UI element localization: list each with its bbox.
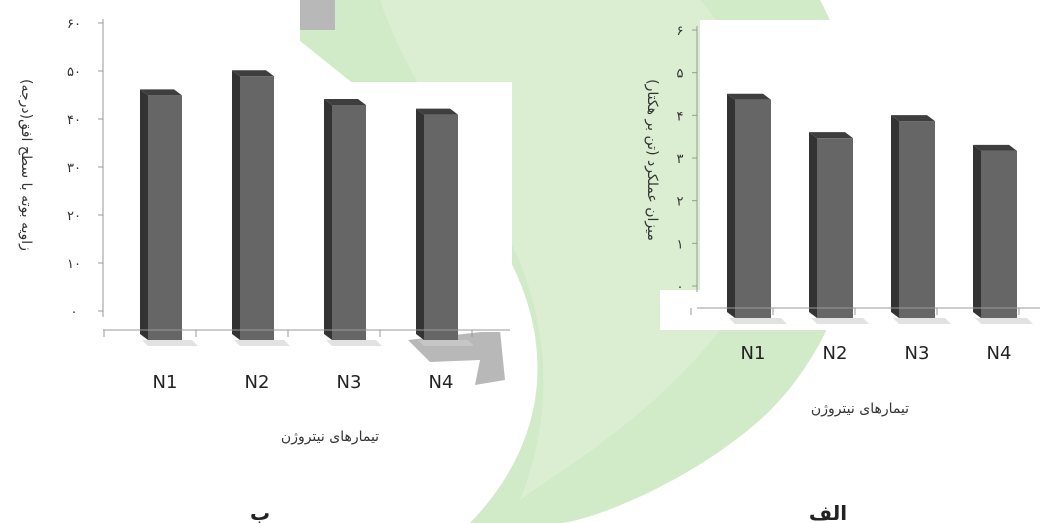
- bar: [332, 105, 366, 340]
- x-category-label: N1: [153, 372, 178, 393]
- bar: [148, 95, 182, 341]
- y-axis-title: زاویه بوته با سطح افق(درجه): [18, 79, 34, 251]
- bar-side: [727, 93, 735, 318]
- x-category-label: N2: [245, 372, 270, 393]
- bar-shadow: [811, 318, 869, 324]
- y-tick-label: ۵۰: [67, 65, 81, 80]
- bar-shadow: [418, 340, 474, 346]
- bar-top: [891, 115, 935, 122]
- x-category-label: N4: [987, 343, 1012, 364]
- y-axis-title: میزان عملکرد (تن بر هکتار): [644, 79, 660, 241]
- x-axis-title: تیمارهای نیتروژن: [811, 401, 909, 417]
- y-tick-label: ۴۰: [67, 113, 81, 128]
- x-axis-title: تیمارهای نیتروژن: [281, 429, 379, 445]
- y-tick-label: ۲۰: [67, 209, 81, 224]
- bar-side: [891, 115, 899, 318]
- bar-shadow: [234, 340, 290, 346]
- bar-shadow: [975, 318, 1033, 324]
- bar: [817, 138, 853, 318]
- bar-top: [140, 89, 182, 96]
- y-tick-label: ۶: [677, 24, 684, 39]
- bar-top: [232, 70, 274, 77]
- x-category-label: N4: [429, 372, 454, 393]
- bar: [735, 99, 771, 318]
- bar-shadow: [326, 340, 382, 346]
- bar-side: [973, 144, 981, 318]
- bar-shadow: [893, 318, 951, 324]
- y-tick-label: ۰: [71, 305, 78, 320]
- y-tick-label: ۳: [677, 152, 684, 167]
- bar-top: [809, 132, 853, 139]
- x-category-label: N3: [337, 372, 362, 393]
- bar-shadow: [729, 318, 787, 324]
- y-tick-label: ۰: [677, 280, 684, 295]
- x-category-label: N1: [741, 343, 766, 364]
- y-tick-label: ۲: [677, 195, 684, 210]
- y-tick-label: ۴: [677, 109, 684, 124]
- panel-label: الف: [809, 501, 847, 523]
- chart-b: ۰ ۱۰ ۲۰ ۳۰ ۴۰ ۵۰ ۶۰ N1 N2 N3 N4 تیمارهای نیتروژن زاو…: [18, 17, 510, 523]
- chart-a: ۰ ۱ ۲ ۳ ۴ ۵ ۶ N1 N2 N3 N4 تیمارهای نیتروژن میزان عمل…: [644, 24, 1040, 523]
- x-category-label: N2: [823, 343, 848, 364]
- bar-top: [973, 144, 1017, 151]
- y-tick-label: ۶۰: [67, 17, 81, 32]
- x-category-label: N3: [905, 343, 930, 364]
- bar-shadow: [142, 340, 198, 346]
- bar-top: [416, 108, 458, 115]
- bar-side: [416, 108, 424, 340]
- y-tick-label: ۳۰: [67, 161, 81, 176]
- bar: [899, 121, 935, 318]
- y-tick-label: ۱: [677, 237, 684, 252]
- bar: [240, 76, 274, 340]
- y-tick-label: ۵: [677, 67, 684, 82]
- panel-label: ب: [250, 501, 270, 523]
- bar-top: [324, 99, 366, 105]
- bar-side: [140, 89, 148, 341]
- bar: [981, 150, 1017, 318]
- y-tick-label: ۱۰: [67, 257, 81, 272]
- bar-side: [324, 99, 332, 340]
- bar: [424, 114, 458, 340]
- bar-top: [727, 93, 771, 100]
- bar-side: [232, 70, 240, 340]
- bar-side: [809, 132, 817, 318]
